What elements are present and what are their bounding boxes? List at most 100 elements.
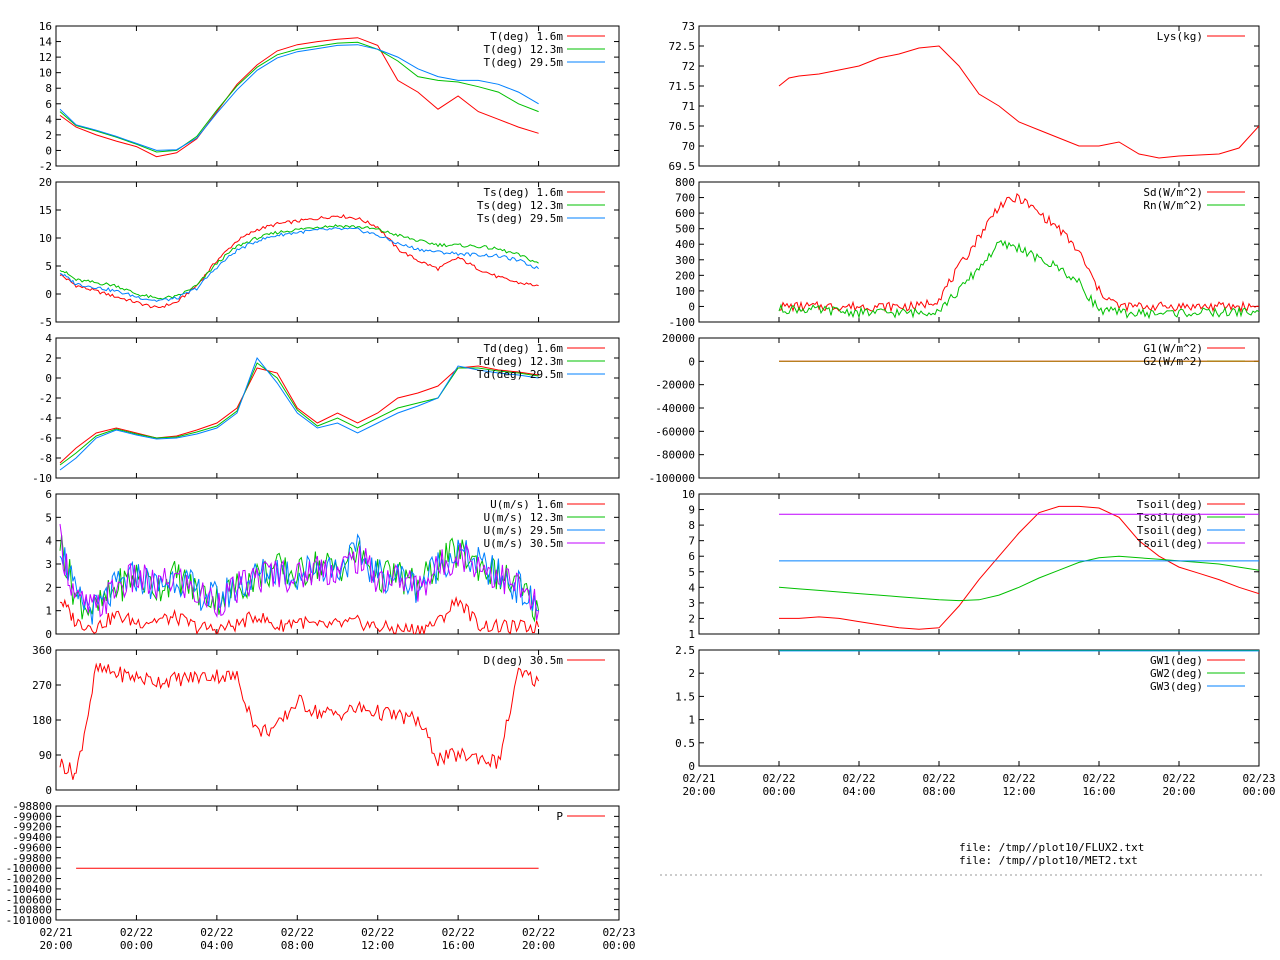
series-line: [59, 41, 539, 153]
y-tick-label: 71.5: [669, 80, 696, 93]
y-tick-label: -5: [39, 316, 52, 329]
x-tick-label: 02/23: [602, 926, 635, 939]
panel-rad: -100 0 100 200 300 400 500 600 700 800 Sd(W/m^2)Rn…: [669, 176, 1260, 329]
series-line: [59, 214, 539, 309]
y-tick-label: -98800: [12, 800, 52, 813]
y-tick-label: 3: [688, 597, 695, 610]
panel-frame: [55, 649, 620, 791]
y-tick-label: 0: [45, 372, 52, 385]
x-tick-label: 04:00: [200, 939, 233, 952]
y-tick-label: 10: [682, 488, 695, 501]
panel-lys: 69.5 70 70.5 71 71.5 72 72.5 73 Lys(kg): [669, 20, 1260, 173]
panel-frame: [698, 25, 1260, 167]
panel-frame: [55, 181, 620, 323]
x-tick-label: 20:00: [682, 785, 715, 798]
x-tick-label: 00:00: [602, 939, 635, 952]
y-tick-label: 1: [45, 605, 52, 618]
x-tick-label: 02/22: [1002, 772, 1035, 785]
y-tick-label: 4: [688, 581, 695, 594]
y-tick-label: 10: [39, 67, 52, 80]
x-tick-label: 20:00: [39, 939, 72, 952]
y-tick-label: -99800: [12, 852, 52, 865]
y-tick-label: -99000: [12, 810, 52, 823]
x-tick-label: 08:00: [281, 939, 314, 952]
series-line: [59, 362, 539, 466]
legend-label: T(deg) 12.3m: [484, 43, 564, 56]
y-tick-label: 9: [688, 504, 695, 517]
y-tick-label: 15: [39, 204, 52, 217]
y-tick-label: -100000: [6, 862, 52, 875]
legend-label: GW2(deg): [1150, 667, 1203, 680]
y-tick-label: 71: [682, 100, 695, 113]
y-tick-label: -2: [39, 392, 52, 405]
x-tick-label: 08:00: [922, 785, 955, 798]
legend-label: U(m/s) 12.3m: [484, 511, 564, 524]
legend-label: P: [556, 810, 563, 823]
legend-label: U(m/s) 1.6m: [490, 498, 563, 511]
x-tick-label: 02/23: [1242, 772, 1275, 785]
y-tick-label: -100000: [649, 472, 695, 485]
panel-gflux: -100000 -80000 -60000 -40000 -20000 0 20000 G1(…: [649, 332, 1260, 485]
y-tick-label: 2: [688, 612, 695, 625]
panel-frame: [55, 805, 620, 921]
y-tick-label: 0: [45, 628, 52, 641]
y-tick-label: 6: [45, 488, 52, 501]
x-tick-label: 02/22: [522, 926, 555, 939]
y-tick-label: 7: [688, 535, 695, 548]
x-tick-label: 00:00: [120, 939, 153, 952]
y-tick-label: 400: [675, 238, 695, 251]
y-tick-label: 3: [45, 558, 52, 571]
y-tick-label: 0: [45, 784, 52, 797]
y-tick-label: 2: [45, 129, 52, 142]
series-line: [59, 356, 539, 471]
legend-label: T(deg) 29.5m: [484, 56, 564, 69]
y-tick-label: -20000: [655, 379, 695, 392]
x-tick-label: 04:00: [842, 785, 875, 798]
y-tick-label: 72: [682, 60, 695, 73]
file-label: file: /tmp//plot10/MET2.txt: [959, 854, 1138, 867]
x-tick-label: 20:00: [522, 939, 555, 952]
y-tick-label: 69.5: [669, 160, 696, 173]
series-line: [59, 662, 540, 780]
y-tick-label: 0: [45, 144, 52, 157]
panel-frame: [698, 493, 1260, 635]
legend-label: Tsoil(deg): [1137, 524, 1203, 537]
y-tick-label: 4: [45, 332, 52, 345]
y-tick-label: 180: [32, 714, 52, 727]
series-line: [59, 227, 539, 302]
y-tick-label: 72.5: [669, 40, 696, 53]
y-tick-label: 8: [688, 519, 695, 532]
legend-label: Tsoil(deg): [1137, 498, 1203, 511]
x-tick-label: 12:00: [361, 939, 394, 952]
series-line: [778, 555, 1259, 602]
y-tick-label: 600: [675, 207, 695, 220]
panel-dir: 0 90 180 270 360 D(deg) 30.5m: [32, 644, 620, 797]
panel-pres: -101000-100800-100600-100400-100200-1000…: [6, 800, 636, 952]
series-line: [778, 192, 1259, 313]
legend-label: Td(deg) 29.5m: [477, 368, 563, 381]
legend-label: Td(deg) 12.3m: [477, 355, 563, 368]
y-tick-label: 800: [675, 176, 695, 189]
legend-label: Ts(deg) 29.5m: [477, 212, 563, 225]
y-tick-label: -10: [32, 472, 52, 485]
x-tick-label: 02/21: [682, 772, 715, 785]
x-tick-label: 00:00: [1242, 785, 1275, 798]
y-tick-label: 2: [45, 581, 52, 594]
legend-label: U(m/s) 29.5m: [484, 524, 564, 537]
y-tick-label: 360: [32, 644, 52, 657]
x-tick-label: 02/22: [120, 926, 153, 939]
x-tick-label: 02/22: [1162, 772, 1195, 785]
y-tick-label: 100: [675, 285, 695, 298]
series-line: [778, 45, 1259, 159]
y-tick-label: -8: [39, 452, 52, 465]
panel-gw: 00.511.522.502/2120:0002/2200:0002/2204:…: [675, 644, 1275, 798]
y-tick-label: 300: [675, 254, 695, 267]
y-tick-label: -99200: [12, 821, 52, 834]
x-tick-label: 02/22: [842, 772, 875, 785]
y-tick-label: 200: [675, 269, 695, 282]
series-line: [59, 44, 539, 151]
legend-label: D(deg) 30.5m: [484, 654, 564, 667]
y-tick-label: 6: [45, 98, 52, 111]
